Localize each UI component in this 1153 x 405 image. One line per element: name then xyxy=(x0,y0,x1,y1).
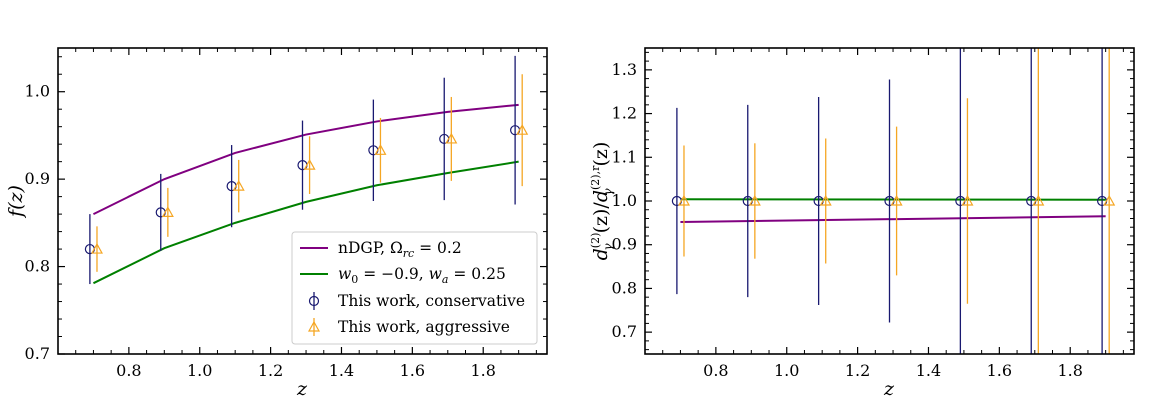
r-series-3-point xyxy=(1103,194,1116,206)
legend-conservative-marker-icon xyxy=(308,292,320,310)
left-panel: 0.8 1.0 1.2 1.4 1.6 1.8 0.7 0.8 0.9 1.0 z f(z) nD… xyxy=(5,47,548,400)
legend: nDGP, Ωrc = 0.2 w0 = −0.9, wa = 0.25 Thi… xyxy=(291,231,538,345)
legend-aggressive-marker-icon xyxy=(307,318,321,336)
l-x-tick-label: 1.6 xyxy=(400,361,425,380)
legend-aggressive-label: This work, aggressive xyxy=(338,318,510,336)
l-series-1-line xyxy=(92,160,519,285)
r-y-tick-label: 1.2 xyxy=(612,104,637,123)
right-panel: 0.8 1.0 1.2 1.4 1.6 1.80.70.80.91.01.11.21.3 … xyxy=(589,47,1135,400)
r-series-3-point xyxy=(961,194,974,206)
l-series-3-point xyxy=(303,158,316,170)
l-series-3-point xyxy=(161,206,174,217)
left-tick-labels: 0.8 1.0 1.2 1.4 1.6 1.8 0.7 0.8 0.9 1.0 xyxy=(25,82,496,380)
r-series-3-point xyxy=(819,194,832,206)
r-series-0-line xyxy=(680,215,1106,223)
l-x-tick-label: 1.4 xyxy=(329,361,354,380)
left-x-axis-label: z xyxy=(296,378,308,400)
l-y-tick-label: 0.8 xyxy=(25,257,50,276)
right-axes-frame xyxy=(644,47,1135,355)
l-series-3-point xyxy=(232,179,245,191)
l-x-tick-label: 1.8 xyxy=(470,361,495,380)
right-tick-labels: 0.8 1.0 1.2 1.4 1.6 1.8 0.7 0.8 0.9 1.0 1.1 1.2 1.3 xyxy=(612,60,1083,380)
l-y-tick-label: 0.7 xyxy=(25,344,50,363)
legend-w0wa-label: w0 = −0.9, wa = 0.25 xyxy=(338,265,506,286)
r-series-3-point xyxy=(890,194,903,206)
l-y-tick-label: 1.0 xyxy=(25,82,50,101)
l-x-tick-label: 0.8 xyxy=(116,361,141,380)
legend-box xyxy=(291,231,538,345)
r-y-tick-label: 1.0 xyxy=(612,191,637,210)
r-series-3-point xyxy=(748,194,761,206)
r-x-tick-label: 1.8 xyxy=(1057,361,1082,380)
l-series-3-point xyxy=(374,144,387,155)
r-y-tick-label: 0.8 xyxy=(612,278,637,297)
l-y-tick-label: 0.9 xyxy=(25,169,50,188)
left-y-axis-label: f(z) xyxy=(5,185,27,219)
l-series-3-point xyxy=(445,132,458,144)
r-y-tick-label: 1.1 xyxy=(612,147,637,166)
legend-conservative-label: This work, conservative xyxy=(338,292,525,310)
right-y-axis-label: d(2)γ(z)/d(2),rγ(z) xyxy=(589,142,615,261)
legend-ndgp-label: nDGP, Ωrc = 0.2 xyxy=(338,239,462,260)
l-x-tick-label: 1.2 xyxy=(258,361,283,380)
right-x-axis-label: z xyxy=(883,378,895,400)
r-series-3-point xyxy=(677,194,690,206)
r-y-tick-label: 0.7 xyxy=(612,322,637,341)
left-marks xyxy=(84,55,529,285)
r-y-tick-label: 1.3 xyxy=(612,60,637,79)
left-axes-frame xyxy=(57,47,548,355)
r-x-tick-label: 1.2 xyxy=(845,361,870,380)
r-x-tick-label: 1.0 xyxy=(774,361,799,380)
right-marks xyxy=(671,48,1116,354)
l-series-0-line xyxy=(92,103,519,216)
r-x-tick-label: 0.8 xyxy=(703,361,728,380)
l-series-3-point xyxy=(90,242,103,254)
r-y-tick-label: 0.9 xyxy=(612,235,637,254)
r-x-tick-label: 1.6 xyxy=(987,361,1012,380)
l-x-tick-label: 1.0 xyxy=(187,361,212,380)
r-x-tick-label: 1.4 xyxy=(916,361,941,380)
r-series-3-point xyxy=(1032,194,1045,206)
l-series-3-point xyxy=(516,123,529,135)
